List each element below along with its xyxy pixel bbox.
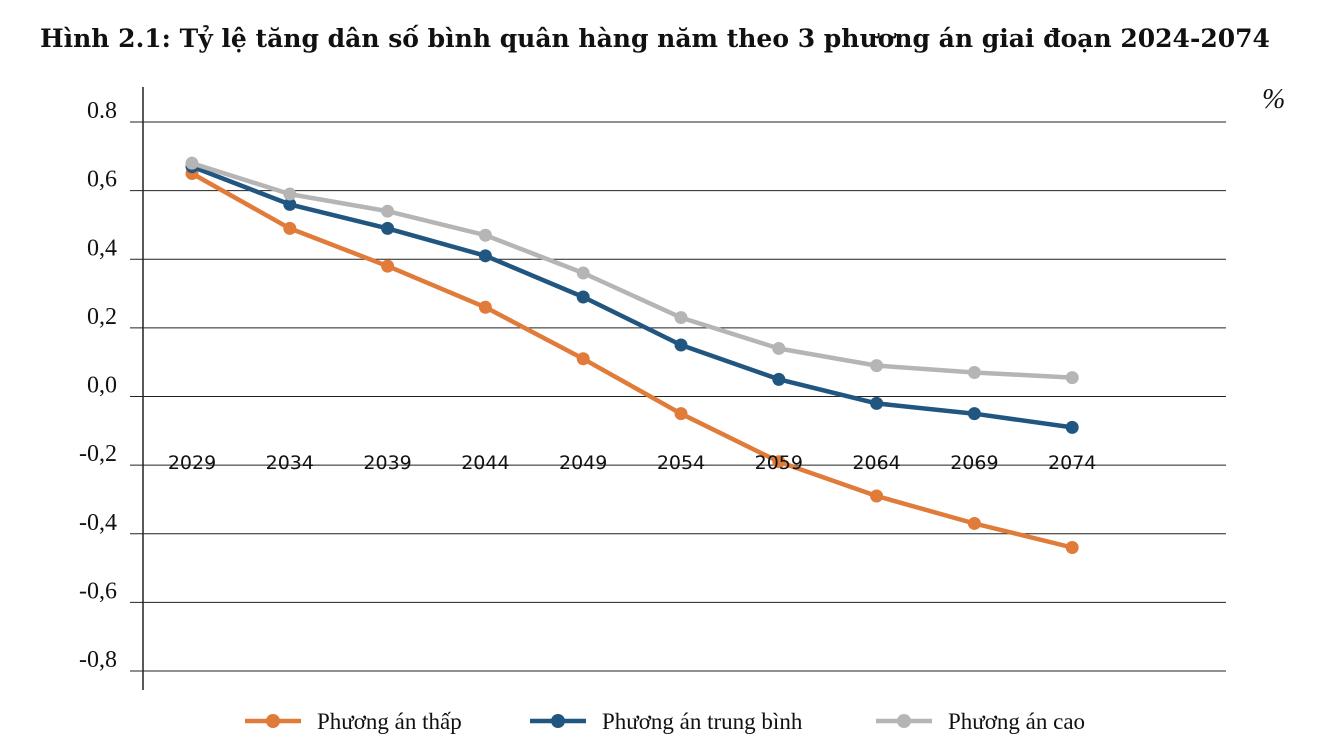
- data-point: [478, 228, 492, 242]
- x-tick-label: 2069: [950, 452, 998, 474]
- series-line: [189, 164, 1075, 430]
- data-point: [478, 249, 492, 263]
- data-point: [870, 489, 884, 503]
- data-point: [674, 407, 688, 421]
- series-line: [189, 160, 1075, 380]
- data-point: [967, 407, 981, 421]
- x-tick-label: 2034: [266, 452, 314, 474]
- data-point: [478, 300, 492, 314]
- unit-label: %: [1262, 84, 1285, 115]
- y-tick-label: -0,8: [79, 647, 117, 673]
- data-point: [772, 455, 786, 469]
- x-tick-label: 2044: [461, 452, 509, 474]
- data-point: [967, 516, 981, 530]
- data-point: [1065, 420, 1079, 434]
- y-tick-label: 0.8: [87, 98, 117, 124]
- x-tick-labels: 2029 2034 2039 2044 2049 2054 2059 2064 2069 2074: [168, 452, 1097, 474]
- x-tick-label: 2074: [1048, 452, 1096, 474]
- x-tick-label: 2059: [755, 452, 803, 474]
- legend-label: Phương án cao: [948, 709, 1085, 734]
- x-tick-label: 2049: [559, 452, 607, 474]
- y-tick-label: -0,6: [79, 578, 117, 604]
- data-point: [1065, 540, 1079, 554]
- data-point: [381, 221, 395, 235]
- x-tick-label: 2029: [168, 452, 216, 474]
- legend-swatch-marker: [551, 714, 565, 728]
- y-tick-label: 0,6: [87, 167, 117, 193]
- y-tick-label: 0,0: [87, 373, 117, 399]
- data-point: [283, 197, 297, 211]
- legend-swatch-marker: [266, 714, 280, 728]
- data-point: [967, 365, 981, 379]
- data-point: [283, 187, 297, 201]
- data-point: [381, 204, 395, 218]
- data-point: [576, 266, 590, 280]
- x-tick-label: 2039: [363, 452, 411, 474]
- data-point: [1065, 371, 1079, 385]
- data-point: [674, 311, 688, 325]
- data-point: [576, 290, 590, 304]
- y-tick-label: 0,2: [87, 304, 117, 330]
- y-tick-label: 0,4: [87, 235, 117, 261]
- series-line: [189, 171, 1075, 550]
- data-point: [870, 359, 884, 373]
- data-point: [674, 338, 688, 352]
- legend-swatch-marker: [897, 714, 911, 728]
- data-point: [772, 341, 786, 355]
- data-point: [283, 221, 297, 235]
- chart-title: Hình 2.1: Tỷ lệ tăng dân số bình quân hà…: [40, 24, 1270, 53]
- data-point: [576, 352, 590, 366]
- x-tick-label: 2064: [852, 452, 900, 474]
- y-tick-labels: 0.8 0,6 0,4 0,2 0,0 -0,2 -0,4 -0,6 -0,8: [79, 98, 117, 673]
- data-point: [381, 259, 395, 273]
- legend: Phương án thấp Phương án trung bình Phương…: [245, 709, 1085, 734]
- gridlines: [130, 121, 1226, 672]
- x-tick-label: 2054: [657, 452, 705, 474]
- series-lines: [185, 156, 1079, 554]
- y-tick-label: -0,4: [79, 510, 117, 536]
- legend-label: Phương án thấp: [317, 709, 462, 734]
- data-point: [870, 396, 884, 410]
- data-point: [772, 372, 786, 386]
- legend-label: Phương án trung bình: [602, 709, 803, 734]
- y-tick-label: -0,2: [79, 441, 117, 467]
- data-point: [185, 156, 199, 170]
